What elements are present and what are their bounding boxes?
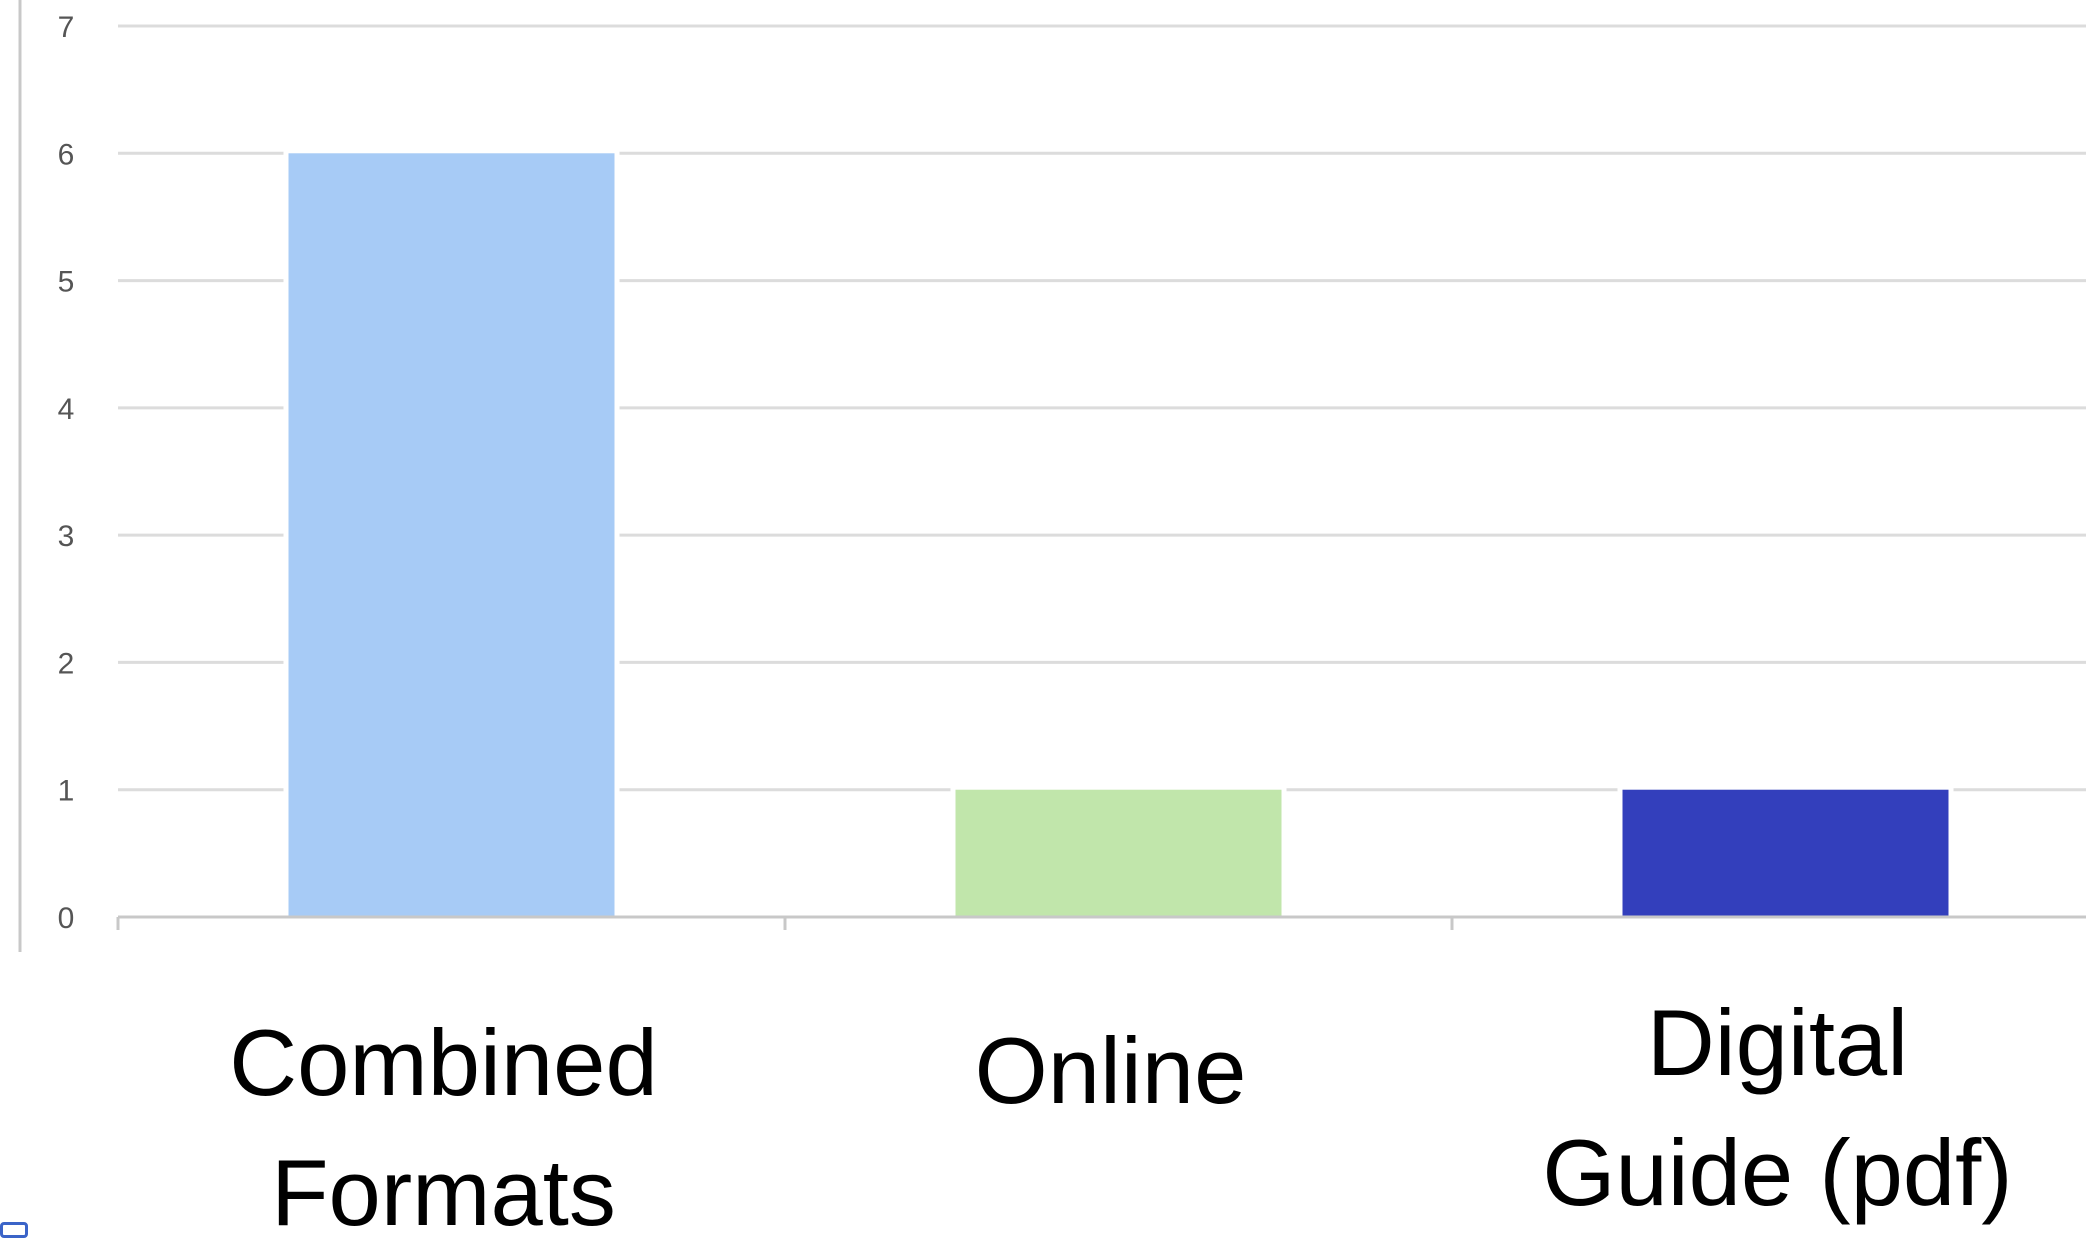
- x-category-label: Combined Formats: [229, 1010, 657, 1236]
- x-category-label: Online: [975, 1018, 1247, 1123]
- x-category-label-line: Digital: [1647, 990, 1908, 1095]
- bar-3: [1622, 789, 1949, 916]
- axes: [18, 0, 2086, 952]
- y-tick-label: 1: [58, 775, 75, 808]
- x-category-label-line: Online: [975, 1018, 1247, 1123]
- x-category-label-line: Guide (pdf): [1542, 1120, 2012, 1225]
- y-tick-label: 6: [58, 138, 75, 171]
- x-category-label: Digital Guide (pdf): [1542, 990, 2012, 1225]
- bar-1: [288, 153, 615, 917]
- y-tick-label: 7: [58, 11, 75, 44]
- x-category-label-line: Combined: [229, 1010, 657, 1115]
- y-tick-label: 5: [58, 266, 75, 299]
- y-tick-label: 4: [58, 393, 75, 426]
- bar-2: [955, 789, 1282, 916]
- y-tick-labels: 0 1 2 3 4 5 6 7: [58, 11, 75, 935]
- x-category-labels: Combined Formats Online Digital Guide (pdf): [229, 990, 2012, 1236]
- y-tick-label: 3: [58, 520, 75, 553]
- x-category-label-line: Formats: [271, 1140, 616, 1236]
- y-tick-label: 2: [58, 647, 75, 680]
- y-tick-label: 0: [58, 902, 75, 935]
- bars: [283, 151, 1954, 917]
